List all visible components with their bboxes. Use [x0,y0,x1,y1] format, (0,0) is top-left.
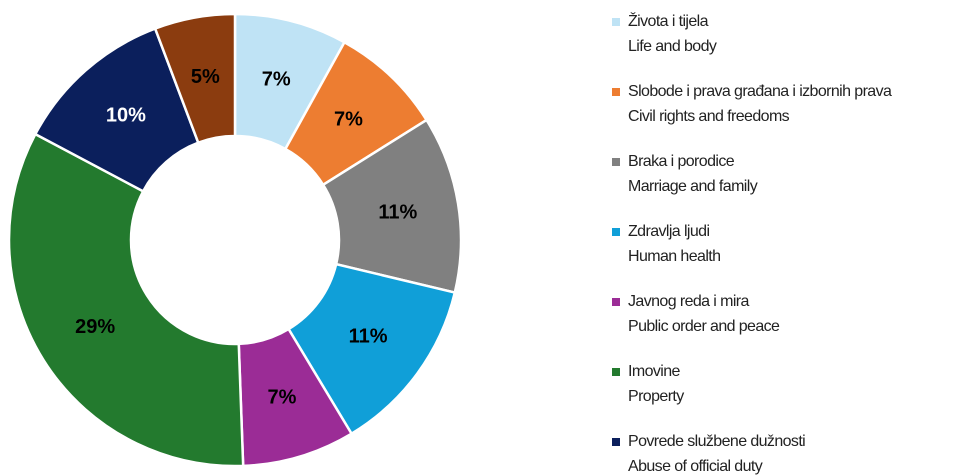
legend-marker [612,438,620,446]
legend-label: Slobode i prava građana i izbornih prava [628,83,892,100]
legend-label: Života i tijela [628,11,709,30]
data-label: 11% [349,326,388,348]
data-label: 10% [106,104,146,126]
legend-label-en: Civil rights and freedoms [628,108,790,125]
donut-segment [153,12,237,145]
legend-label-en: Property [628,388,684,405]
legend-marker [612,18,620,26]
donut-segment [7,132,245,468]
legend-marker [612,88,620,96]
legend-label-en: Human health [628,248,720,265]
legend-marker [612,158,620,166]
legend-marker [612,228,620,236]
donut-segment [33,26,200,193]
legend-label: Braka i porodice [628,153,735,170]
legend-label-en: Public order and peace [628,318,780,335]
legend-label-en: Life and body [628,38,717,55]
data-label: 5% [191,66,220,88]
data-label: 29% [75,316,115,338]
legend-label: Javnog reda i mira [628,293,750,310]
legend-label-en: Marriage and family [628,178,758,195]
legend-marker [612,298,620,306]
legend-label-en: Abuse of official duty [628,458,763,475]
legend-label: Zdravlja ljudi [628,223,709,240]
legend-label: Imovine [628,363,681,380]
legend-label: Povrede službene dužnosti [628,433,805,450]
legend-marker [612,368,620,376]
data-label: 7% [268,386,297,408]
data-label: 7% [262,69,291,91]
donut-segment [286,262,457,436]
data-label: 11% [378,202,417,224]
data-label: 7% [334,108,363,130]
donut-segment [321,118,463,295]
